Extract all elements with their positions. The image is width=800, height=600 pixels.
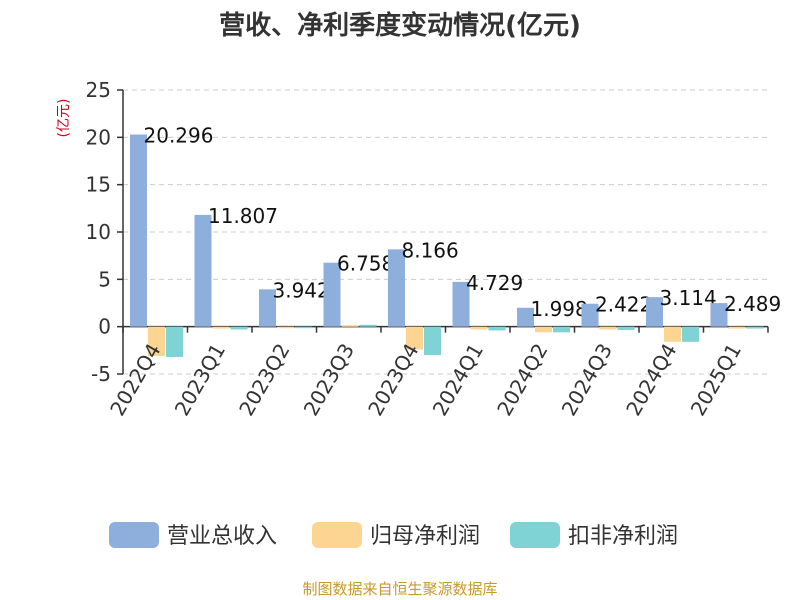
data-source-note: 制图数据来自恒生聚源数据库 [302, 580, 497, 598]
bar-revenue [646, 297, 663, 327]
bar-deducted-net-profit [230, 326, 248, 330]
data-label: 4.729 [466, 271, 523, 295]
legend-label: 归母净利润 [370, 524, 480, 549]
x-category-label: 2023Q2 [234, 339, 294, 420]
x-category-label: 2023Q4 [363, 339, 423, 420]
bar-net-profit [406, 326, 423, 350]
bar-deducted-net-profit [166, 326, 183, 357]
chart-title: 营收、净利季度变动情况(亿元) [219, 10, 581, 41]
y-tick-label: 25 [86, 78, 111, 102]
bar-net-profit [728, 326, 746, 329]
bar-net-profit [535, 326, 552, 333]
y-tick-label: 15 [86, 173, 111, 197]
data-label: 20.296 [144, 124, 214, 148]
y-tick-label: 10 [86, 220, 111, 244]
bar-net-profit [277, 326, 294, 329]
bar-revenue [194, 214, 212, 327]
bar-net-profit [470, 326, 488, 330]
y-tick-label: 20 [86, 125, 111, 149]
data-label: 8.166 [402, 238, 459, 262]
data-label: 2.489 [724, 292, 781, 316]
bar-net-profit [341, 325, 359, 327]
plot-area: 2520151050-520.2962022Q411.8072023Q13.94… [86, 78, 782, 420]
data-label: 6.758 [337, 252, 394, 276]
bar-net-profit [664, 326, 681, 342]
x-category-label: 2025Q1 [686, 339, 746, 420]
data-label: 1.998 [531, 297, 588, 321]
data-label: 11.807 [208, 204, 278, 228]
bar-deducted-net-profit [617, 326, 635, 330]
legend-label: 扣非净利润 [568, 524, 678, 549]
bar-deducted-net-profit [359, 324, 377, 327]
bar-revenue [259, 289, 276, 327]
bar-deducted-net-profit [682, 326, 699, 342]
y-tick-label: 0 [98, 315, 111, 339]
bar-revenue [581, 303, 599, 327]
y-tick-label: 5 [98, 267, 111, 291]
data-label: 3.942 [273, 278, 330, 302]
bar-net-profit [212, 326, 230, 329]
legend-swatch [312, 522, 362, 548]
legend-swatch [510, 522, 560, 548]
bar-revenue [388, 249, 405, 327]
bar-revenue [517, 307, 534, 327]
data-label: 3.114 [660, 286, 717, 310]
x-category-label: 2024Q3 [557, 339, 617, 420]
legend-label: 营业总收入 [167, 524, 277, 549]
x-category-label: 2023Q3 [299, 339, 359, 420]
x-category-label: 2024Q4 [621, 339, 681, 420]
bar-revenue [130, 134, 147, 327]
bar-revenue [452, 281, 470, 327]
y-axis-unit-label: (亿元) [56, 99, 72, 138]
bar-deducted-net-profit [553, 326, 570, 333]
bar-deducted-net-profit [746, 326, 764, 329]
bar-deducted-net-profit [424, 326, 441, 356]
bar-deducted-net-profit [295, 326, 312, 329]
bar-revenue [710, 303, 728, 327]
legend-swatch [109, 522, 159, 548]
x-category-label: 2022Q4 [105, 339, 165, 420]
y-tick-label: -5 [91, 362, 111, 386]
bar-net-profit [148, 326, 165, 357]
bar-net-profit [599, 326, 617, 330]
data-label: 2.422 [595, 293, 652, 317]
bar-deducted-net-profit [488, 326, 506, 331]
bar-revenue [323, 262, 341, 327]
x-category-label: 2024Q2 [492, 339, 552, 420]
legend: 营业总收入 归母净利润 扣非净利润 [109, 522, 678, 549]
